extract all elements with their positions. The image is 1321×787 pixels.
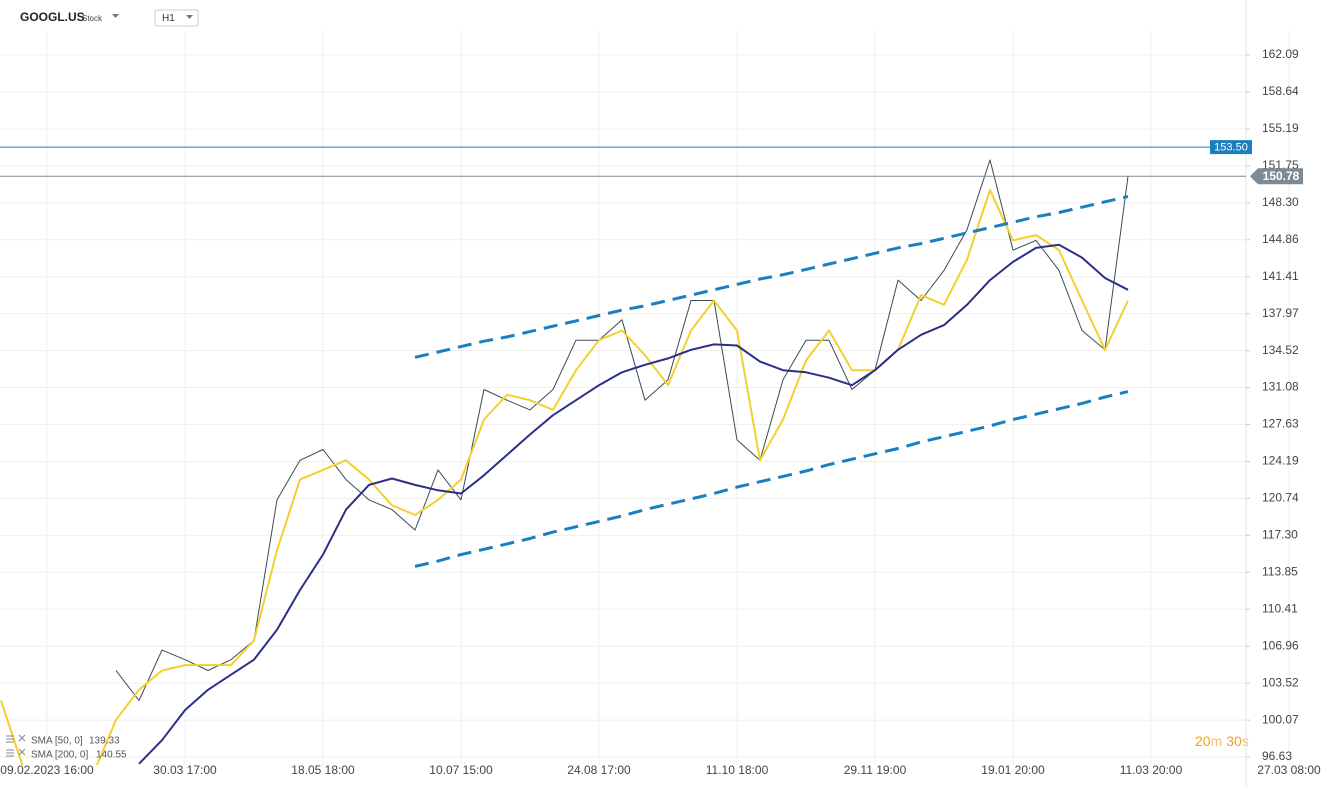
legend-icon <box>6 734 26 743</box>
y-tick-label: 131.08 <box>1262 380 1299 394</box>
price-label: 153.50 <box>1214 142 1248 154</box>
y-tick-label: 162.09 <box>1262 47 1299 61</box>
y-tick-label: 137.97 <box>1262 306 1299 320</box>
instrument-kind: Stock <box>82 14 103 23</box>
legend-value: 139.33 <box>89 736 120 747</box>
legend-name: SMA [200, 0] <box>31 750 88 761</box>
x-tick-label: 18.05 18:00 <box>291 763 355 777</box>
y-tick-label: 124.19 <box>1262 454 1299 468</box>
y-tick-label: 120.74 <box>1262 491 1299 505</box>
symbol-dropdown[interactable] <box>112 14 119 18</box>
x-tick-label: 09.02.2023 16:00 <box>0 763 94 777</box>
y-tick-label: 103.52 <box>1262 675 1299 689</box>
interval: H1 <box>162 13 175 24</box>
y-tick-label: 127.63 <box>1262 417 1299 431</box>
trend-line <box>414 390 1129 568</box>
series-line <box>138 243 1129 765</box>
trend-line <box>414 195 1129 359</box>
y-tick-label: 144.86 <box>1262 232 1299 246</box>
price-label: 150.78 <box>1263 169 1300 183</box>
y-tick-label: 117.30 <box>1262 528 1298 542</box>
x-tick-label: 30.03 17:00 <box>153 763 217 777</box>
interval-select[interactable] <box>154 9 199 27</box>
countdown-unit: m <box>1211 733 1223 749</box>
price-label-box <box>1250 168 1303 185</box>
x-tick-label: 11.03 20:00 <box>1120 763 1183 777</box>
x-tick-label: 27.03 08:00 <box>1257 763 1321 777</box>
x-tick-label: 10.07 15:00 <box>429 763 493 777</box>
x-tick-label: 24.08 17:00 <box>567 763 631 777</box>
interval-dropdown <box>186 15 193 19</box>
grid <box>0 30 1290 765</box>
symbol: GOOGL.US <box>20 10 85 24</box>
price-label-box <box>1210 140 1252 155</box>
countdown-seconds: 30 <box>1226 733 1242 749</box>
y-tick-label: 148.30 <box>1262 195 1299 209</box>
countdown-unit: s <box>1242 733 1249 749</box>
x-tick-label: 11.10 18:00 <box>706 763 769 777</box>
x-tick-label: 19.01 20:00 <box>981 763 1045 777</box>
y-tick-label: 100.07 <box>1262 712 1299 726</box>
y-tick-label: 110.41 <box>1262 601 1298 615</box>
overlay: 96.63 100.07 103.52 106.96 110.41 113.85 117.3… <box>0 47 1321 777</box>
series-line <box>0 189 1129 765</box>
y-tick-label: 141.41 <box>1262 269 1299 283</box>
legend-value: 140.55 <box>96 750 127 761</box>
countdown-minutes: 20 <box>1195 733 1211 749</box>
countdown: 20m 30s <box>1195 733 1249 749</box>
y-tick-label: 106.96 <box>1262 638 1299 652</box>
indicator-legend: SMA [50, 0] 139.33 SMA [200, 0] 140.55 <box>6 734 127 761</box>
x-tick-label: 29.11 19:00 <box>844 763 907 777</box>
plot <box>0 146 1246 765</box>
legend-icon <box>6 748 26 757</box>
series-line <box>115 159 1129 701</box>
y-tick-label: 155.19 <box>1262 121 1299 135</box>
y-tick-label: 96.63 <box>1262 749 1292 763</box>
legend-name: SMA [50, 0] <box>31 736 83 747</box>
y-tick-label: 113.85 <box>1262 565 1298 579</box>
y-tick-label: 134.52 <box>1262 343 1299 357</box>
y-tick-label: 158.64 <box>1262 84 1299 98</box>
